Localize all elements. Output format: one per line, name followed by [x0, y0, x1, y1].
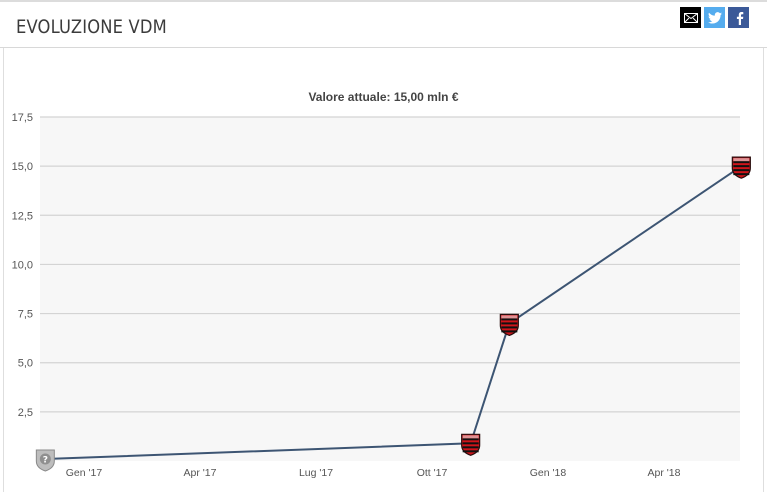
chart-title: Valore attuale: 15,00 mln €	[308, 90, 459, 104]
x-axis: Gen '17 Apr '17 Lug '17 Ott '17 Gen '18 Apr '…	[66, 467, 681, 479]
flamengo-crest-icon[interactable]	[731, 156, 751, 179]
x-tick-label: Gen '18	[530, 467, 567, 479]
x-tick-label: Gen '17	[66, 467, 103, 479]
section-title: EVOLUZIONE VDM	[16, 16, 167, 38]
y-tick-label: 12,5	[12, 210, 33, 222]
share-buttons	[680, 7, 749, 28]
y-tick-label: 5,0	[18, 358, 33, 370]
flamengo-crest-icon[interactable]	[499, 313, 519, 337]
facebook-icon	[732, 10, 745, 25]
y-tick-label: 2,5	[18, 407, 33, 419]
unknown-club-icon[interactable]: ?	[35, 449, 55, 472]
mail-icon	[683, 12, 698, 23]
svg-text:?: ?	[43, 456, 48, 466]
x-tick-label: Lug '17	[299, 467, 333, 479]
x-tick-label: Apr '17	[184, 467, 217, 479]
mail-share-button[interactable]	[680, 7, 701, 28]
y-tick-label: 7,5	[18, 309, 33, 321]
y-axis: 2,5 5,0 7,5 10,0 12,5 15,0 17,5	[12, 112, 33, 419]
y-tick-label: 10,0	[12, 259, 33, 271]
right-border	[763, 48, 764, 492]
plot-background	[40, 117, 740, 461]
y-tick-label: 15,0	[12, 161, 33, 173]
value-line	[45, 165, 742, 461]
flamengo-crest-icon[interactable]	[461, 433, 481, 456]
left-border	[3, 48, 4, 492]
twitter-share-button[interactable]	[704, 7, 725, 28]
markers: ?	[35, 156, 751, 472]
x-tick-label: Apr '18	[648, 467, 681, 479]
x-tick-label: Ott '17	[417, 467, 448, 479]
section-header: EVOLUZIONE VDM	[0, 0, 767, 48]
twitter-icon	[707, 11, 722, 24]
y-tick-label: 17,5	[12, 112, 33, 124]
facebook-share-button[interactable]	[728, 7, 749, 28]
grid-lines	[40, 116, 740, 413]
